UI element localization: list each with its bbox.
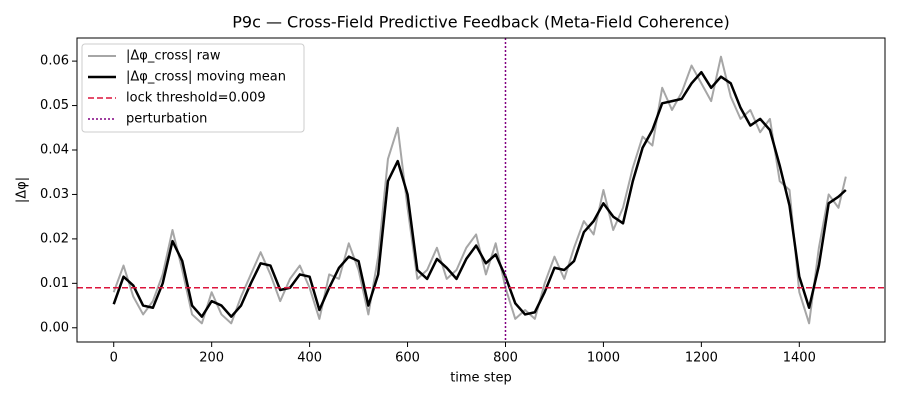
y-tick-label: 0.06 [40,54,69,69]
series-line [112,70,847,318]
plot-frame [76,37,886,343]
y-tick-label: 0.04 [40,143,69,158]
x-tick-label: 1200 [685,351,718,366]
y-tick-label: 0.03 [40,187,69,202]
x-tick-label: 400 [297,351,322,366]
x-tick-label: 800 [493,351,518,366]
legend-label: perturbation [126,112,207,127]
x-tick-label: 1000 [587,351,620,366]
x-axis-label: time step [450,371,512,386]
legend-label: lock threshold=0.009 [126,91,266,106]
y-tick-label: 0.02 [40,231,69,246]
y-axis-label: |Δφ| [15,177,30,203]
x-tick-label: 0 [110,351,118,366]
x-tick-label: 600 [395,351,420,366]
chart-title: P9c — Cross-Field Predictive Feedback (M… [232,13,729,32]
y-tick-label: 0.01 [40,276,69,291]
x-tick-label: 200 [199,351,224,366]
x-tick-label: 1400 [783,351,816,366]
legend-box [81,43,305,133]
legend-label: |Δφ_cross| moving mean [126,70,286,85]
y-tick-label: 0.00 [40,320,69,335]
legend-label: |Δφ_cross| raw [126,49,221,64]
y-tick-label: 0.05 [40,98,69,113]
